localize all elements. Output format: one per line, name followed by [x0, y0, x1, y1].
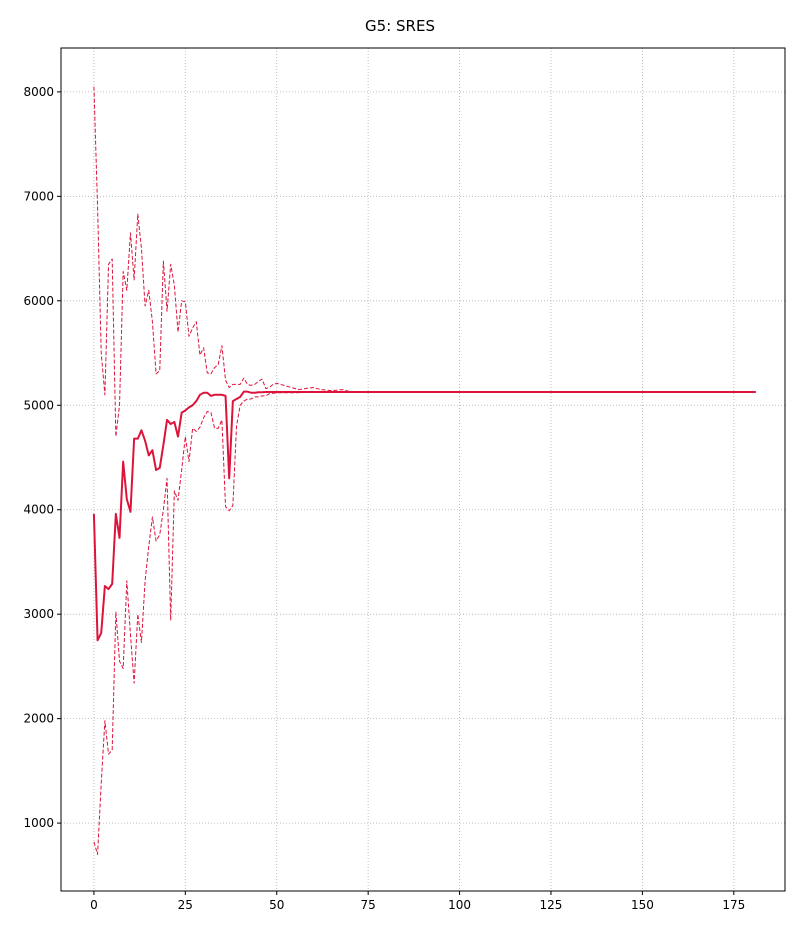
y-tick-label: 2000: [23, 712, 54, 726]
y-tick-label: 8000: [23, 85, 54, 99]
y-tick-label: 4000: [23, 503, 54, 517]
x-tick-label: 75: [361, 898, 376, 912]
y-tick-label: 7000: [23, 189, 54, 203]
x-tick-label: 0: [90, 898, 98, 912]
y-tick-label: 5000: [23, 398, 54, 412]
x-tick-label: 125: [540, 898, 563, 912]
solid-series-line: [92, 390, 756, 642]
chart-title: G5: SRES: [365, 17, 435, 35]
dashed-series-line: [93, 86, 756, 438]
y-tick-label: 1000: [23, 816, 54, 830]
x-tick-label: 50: [269, 898, 284, 912]
plot-frame: [60, 47, 786, 892]
x-tick-label: 175: [722, 898, 745, 912]
y-tick-label: 6000: [23, 294, 54, 308]
x-tick-label: 150: [631, 898, 654, 912]
x-tick-label: 100: [448, 898, 471, 912]
y-tick-label: 3000: [23, 607, 54, 621]
x-tick-label: 25: [178, 898, 193, 912]
dashed-series-line: [93, 391, 756, 855]
